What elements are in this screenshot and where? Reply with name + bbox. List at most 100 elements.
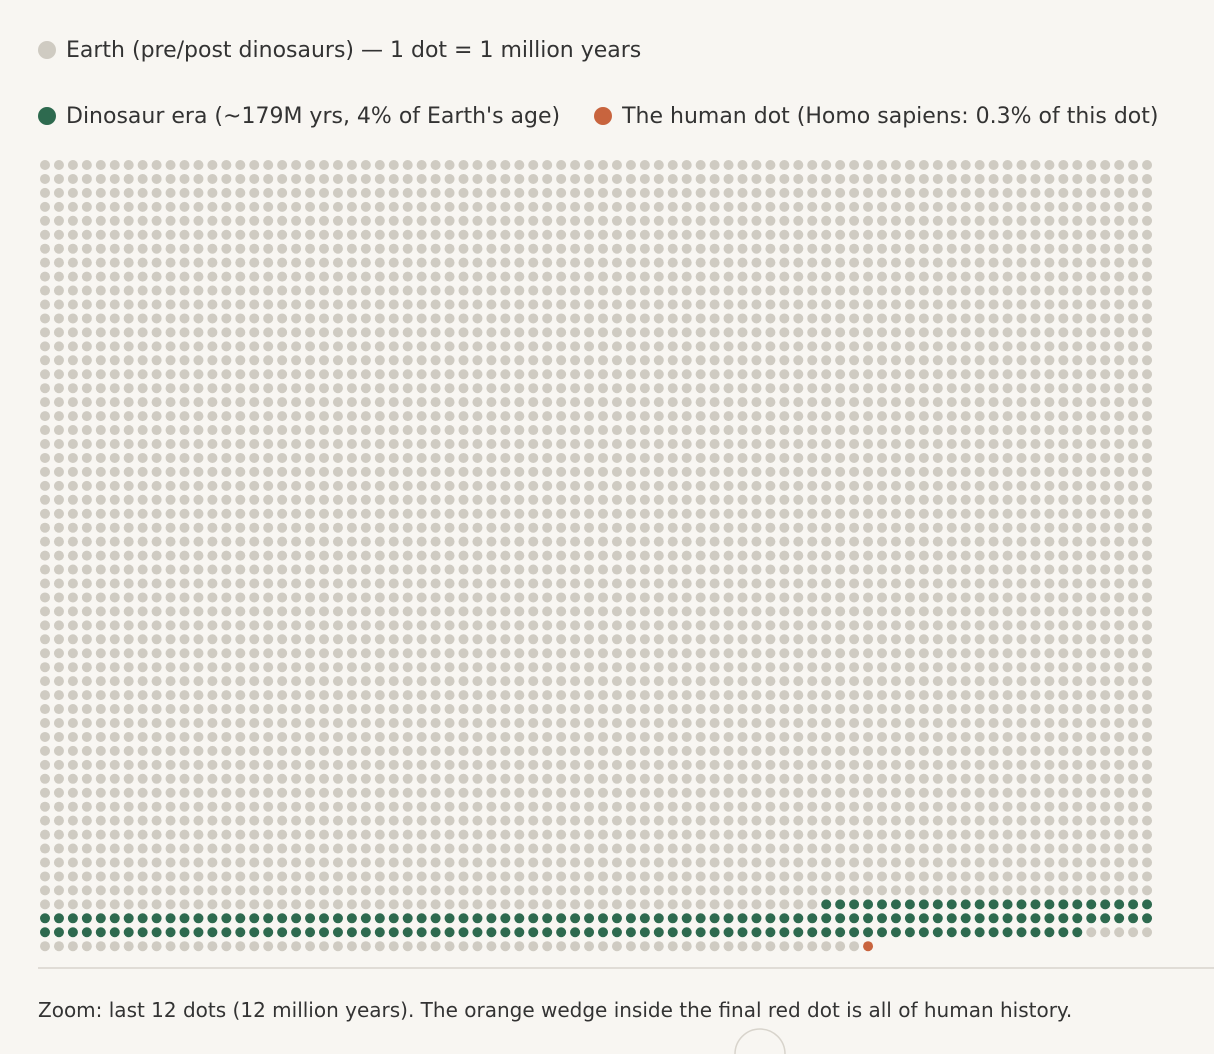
dot <box>584 397 595 408</box>
dot <box>165 857 176 868</box>
dot <box>681 522 692 533</box>
dot <box>863 843 874 854</box>
dot <box>765 229 776 240</box>
dot <box>932 173 943 184</box>
dot <box>1072 564 1083 575</box>
dot <box>388 773 399 784</box>
dot <box>695 606 706 617</box>
dot <box>360 522 371 533</box>
dot <box>932 355 943 366</box>
dot <box>81 397 92 408</box>
dot <box>165 299 176 310</box>
dot <box>863 857 874 868</box>
dot <box>1058 285 1069 296</box>
dot <box>137 466 148 477</box>
dot <box>932 285 943 296</box>
dot <box>598 745 608 756</box>
dot <box>305 550 316 561</box>
dot <box>667 927 678 938</box>
dot <box>1002 243 1013 254</box>
dot <box>946 745 957 756</box>
dot <box>681 829 692 840</box>
dot <box>625 271 636 282</box>
dot <box>40 871 50 882</box>
dot <box>123 229 134 240</box>
dot <box>570 829 581 840</box>
dot <box>960 215 971 226</box>
dot <box>667 815 678 826</box>
dot <box>67 620 78 631</box>
dot <box>974 801 985 812</box>
dot <box>291 941 302 952</box>
dot <box>849 606 860 617</box>
dot <box>793 299 804 310</box>
dot <box>249 913 260 924</box>
dot <box>863 787 874 798</box>
dot <box>1100 201 1111 212</box>
dot <box>277 578 288 589</box>
dot <box>193 550 204 561</box>
dot <box>667 871 678 882</box>
dot <box>584 759 595 770</box>
dot <box>472 592 483 603</box>
dot <box>765 648 776 659</box>
dot <box>542 187 553 198</box>
dot <box>1128 704 1139 715</box>
dot <box>249 550 260 561</box>
dot <box>123 522 134 533</box>
dot <box>109 676 120 687</box>
dot <box>305 243 316 254</box>
dot <box>918 829 929 840</box>
dot <box>137 160 148 170</box>
dot <box>723 522 734 533</box>
dot <box>1086 452 1097 463</box>
dot <box>625 215 636 226</box>
dot <box>486 201 497 212</box>
dot <box>486 829 497 840</box>
dot <box>918 648 929 659</box>
dot <box>193 648 204 659</box>
dot <box>193 941 204 952</box>
dot <box>277 871 288 882</box>
legend-item: Earth (pre/post dinosaurs) — 1 dot = 1 m… <box>38 30 641 70</box>
dot <box>765 899 776 910</box>
dot <box>53 787 64 798</box>
dot <box>81 299 92 310</box>
dot <box>235 731 246 742</box>
dot <box>556 564 567 575</box>
dot <box>835 578 846 589</box>
dot <box>751 745 762 756</box>
dot <box>779 383 790 394</box>
dot <box>611 899 622 910</box>
dot <box>765 634 776 645</box>
dot <box>1086 271 1097 282</box>
dot <box>556 690 567 701</box>
dot <box>416 899 427 910</box>
dot <box>542 243 553 254</box>
dot <box>291 425 302 436</box>
dot <box>53 425 64 436</box>
dot <box>695 327 706 338</box>
dot <box>695 885 706 896</box>
dot <box>165 341 176 352</box>
dot <box>430 592 441 603</box>
dot <box>821 550 832 561</box>
dot <box>639 550 650 561</box>
dot <box>291 704 302 715</box>
dot <box>877 187 887 198</box>
dot <box>877 913 887 924</box>
dot <box>1058 927 1069 938</box>
dot <box>291 243 302 254</box>
dot <box>877 787 887 798</box>
dot <box>681 704 692 715</box>
dot <box>639 676 650 687</box>
dot <box>1016 759 1027 770</box>
dot <box>904 815 915 826</box>
dot <box>890 355 901 366</box>
dot <box>500 494 511 505</box>
dot <box>639 941 650 952</box>
dot <box>332 829 343 840</box>
dot <box>1142 425 1153 436</box>
dot <box>681 871 692 882</box>
dot <box>779 941 790 952</box>
